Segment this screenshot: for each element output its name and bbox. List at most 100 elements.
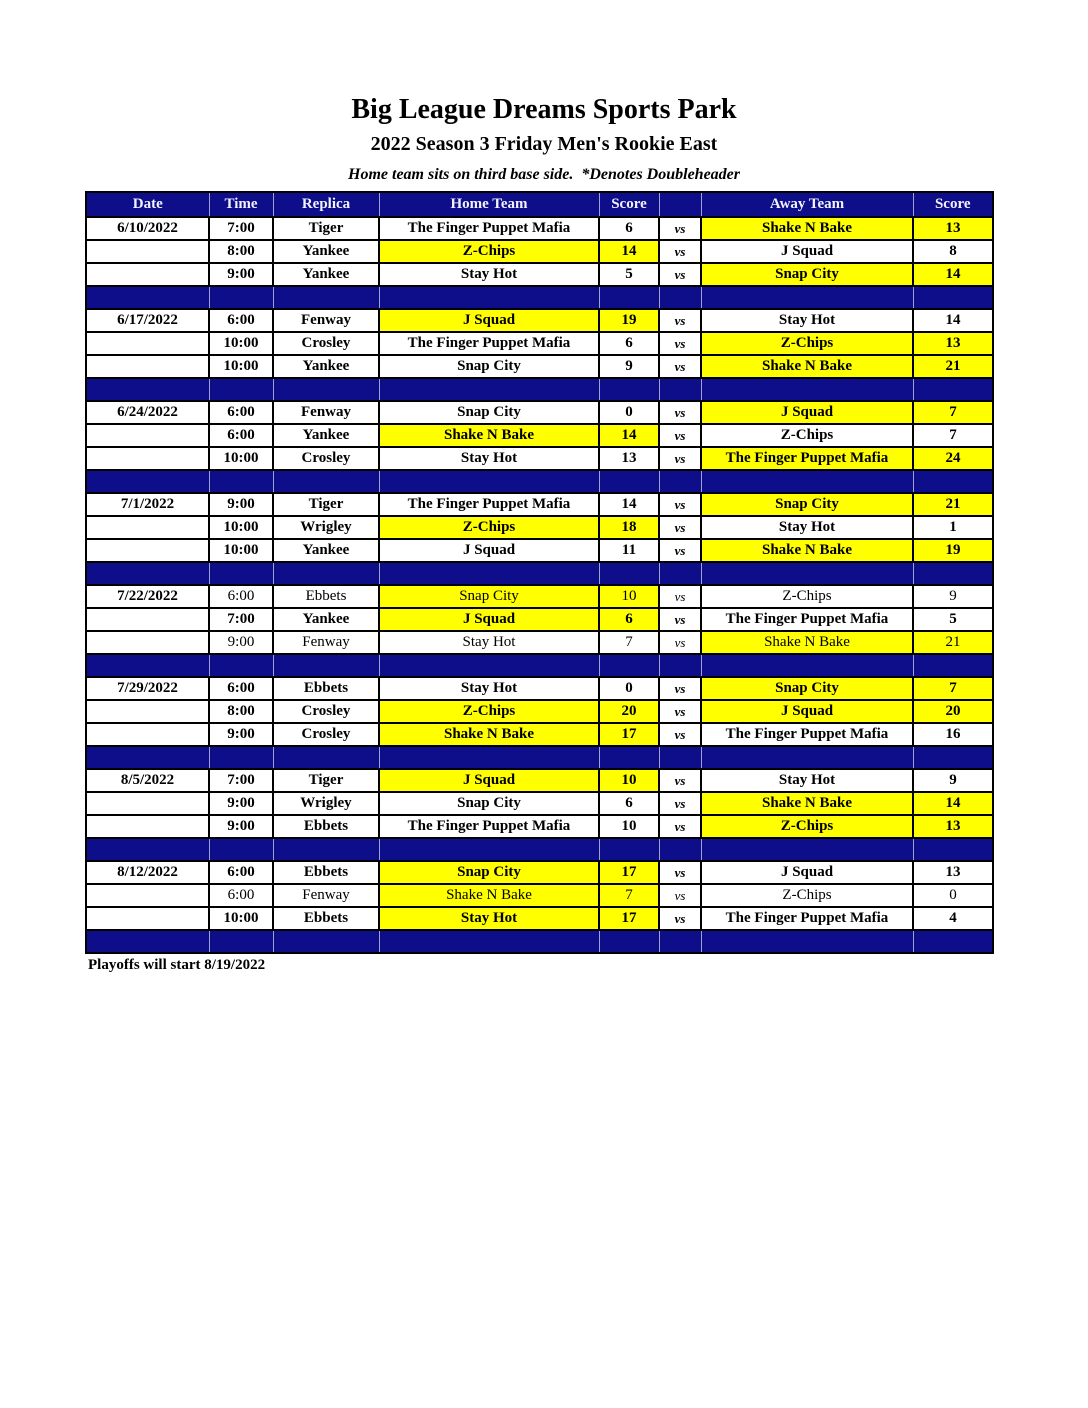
replica-cell: Ebbets [272,906,380,932]
playoffs-note: Playoffs will start 8/19/2022 [88,957,266,974]
separator-cell [272,561,380,587]
separator-cell [598,377,660,403]
separator-cell [598,469,660,495]
home-score-cell: 6 [598,331,660,357]
away-score-cell: 9 [912,584,994,610]
separator-cell [272,745,380,771]
away-score-cell: 7 [912,676,994,702]
away-score-cell: 19 [912,538,994,564]
separator-cell [658,653,702,679]
away-score-cell: 13 [912,331,994,357]
separator-cell [378,561,600,587]
replica-cell: Tiger [272,216,380,242]
away-score-cell: 5 [912,607,994,633]
away-team-cell: The Finger Puppet Mafia [700,722,914,748]
separator-row [85,837,994,863]
away-score-cell: 14 [912,791,994,817]
column-header-away-team: Away Team [700,191,914,219]
date-cell [85,239,210,265]
away-score-cell: 4 [912,906,994,932]
vs-cell: vs [658,883,702,909]
date-cell: 6/10/2022 [85,216,210,242]
separator-cell [85,653,210,679]
separator-cell [658,561,702,587]
replica-cell: Ebbets [272,860,380,886]
separator-cell [598,653,660,679]
away-team-cell: Shake N Bake [700,791,914,817]
home-score-cell: 10 [598,584,660,610]
away-team-cell: J Squad [700,400,914,426]
separator-cell [598,285,660,311]
home-score-cell: 17 [598,906,660,932]
time-cell: 6:00 [208,584,274,610]
home-team-cell: Z-Chips [378,699,600,725]
vs-cell: vs [658,722,702,748]
date-cell [85,515,210,541]
separator-cell [272,469,380,495]
time-cell: 8:00 [208,699,274,725]
vs-cell: vs [658,906,702,932]
away-score-cell: 21 [912,630,994,656]
home-team-cell: Shake N Bake [378,883,600,909]
home-score-cell: 14 [598,492,660,518]
time-cell: 6:00 [208,883,274,909]
date-cell [85,423,210,449]
header-row: Date Time Replica Home Team Score Away Team Sc… [85,191,994,219]
date-cell: 7/29/2022 [85,676,210,702]
time-cell: 6:00 [208,423,274,449]
replica-cell: Wrigley [272,515,380,541]
replica-cell: Crosley [272,722,380,748]
away-team-cell: J Squad [700,239,914,265]
home-score-cell: 5 [598,262,660,288]
away-score-cell: 1 [912,515,994,541]
home-score-cell: 11 [598,538,660,564]
vs-cell: vs [658,584,702,610]
home-team-cell: Stay Hot [378,906,600,932]
game-row: 6/24/2022 6:00 Fenway Snap City 0 vs J Squad 7 [85,400,994,426]
game-row: 6:00 Yankee Shake N Bake 14 vs Z-Chips 7 [85,423,994,449]
separator-cell [272,285,380,311]
away-team-cell: Z-Chips [700,331,914,357]
separator-cell [912,561,994,587]
home-score-cell: 18 [598,515,660,541]
game-row: 10:00 Crosley The Finger Puppet Mafia 6 vs Z-… [85,331,994,357]
separator-cell [378,377,600,403]
time-cell: 10:00 [208,538,274,564]
replica-cell: Ebbets [272,584,380,610]
home-score-cell: 0 [598,676,660,702]
game-row: 8:00 Yankee Z-Chips 14 vs J Squad 8 [85,239,994,265]
date-cell [85,722,210,748]
date-cell [85,446,210,472]
separator-cell [912,377,994,403]
time-cell: 9:00 [208,262,274,288]
home-team-cell: Snap City [378,354,600,380]
schedule-table: Date Time Replica Home Team Score Away Team Sc… [85,191,994,955]
column-header-away-score: Score [912,191,994,219]
separator-cell [700,929,914,955]
separator-cell [85,285,210,311]
replica-cell: Fenway [272,308,380,334]
replica-cell: Yankee [272,607,380,633]
separator-cell [272,929,380,955]
home-team-cell: Stay Hot [378,676,600,702]
time-cell: 7:00 [208,768,274,794]
separator-cell [700,745,914,771]
separator-cell [378,653,600,679]
away-team-cell: J Squad [700,699,914,725]
replica-cell: Wrigley [272,791,380,817]
away-score-cell: 14 [912,262,994,288]
vs-cell: vs [658,768,702,794]
separator-cell [598,561,660,587]
date-cell [85,630,210,656]
away-team-cell: Snap City [700,676,914,702]
away-team-cell: Shake N Bake [700,538,914,564]
vs-cell: vs [658,331,702,357]
away-team-cell: Z-Chips [700,584,914,610]
vs-cell: vs [658,492,702,518]
separator-cell [598,837,660,863]
vs-cell: vs [658,354,702,380]
away-score-cell: 9 [912,768,994,794]
home-team-cell: Snap City [378,584,600,610]
separator-cell [658,377,702,403]
game-row: 8/5/2022 7:00 Tiger J Squad 10 vs Stay Hot 9 [85,768,994,794]
